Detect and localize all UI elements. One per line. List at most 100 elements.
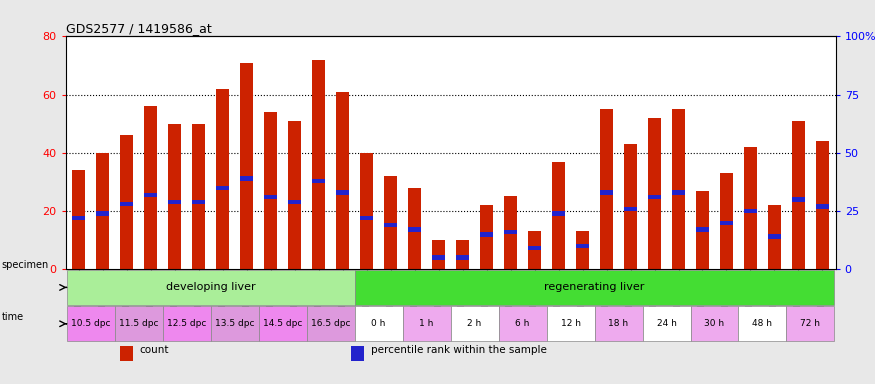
Bar bbox=[240, 63, 254, 269]
Bar bbox=[738, 306, 787, 341]
Text: GDS2577 / 1419586_at: GDS2577 / 1419586_at bbox=[66, 22, 212, 35]
Bar bbox=[792, 121, 805, 269]
Bar bbox=[432, 255, 445, 260]
Bar bbox=[384, 176, 397, 269]
Bar bbox=[768, 235, 781, 239]
Bar bbox=[744, 209, 757, 213]
Bar bbox=[336, 190, 349, 195]
Bar bbox=[744, 147, 757, 269]
Bar bbox=[264, 195, 277, 199]
Bar bbox=[594, 306, 642, 341]
Bar bbox=[115, 306, 163, 341]
Bar bbox=[73, 216, 86, 220]
Bar bbox=[600, 190, 613, 195]
Text: 11.5 dpc: 11.5 dpc bbox=[119, 319, 158, 328]
Bar bbox=[144, 192, 158, 197]
Text: 6 h: 6 h bbox=[515, 319, 529, 328]
Bar bbox=[696, 227, 709, 232]
Bar bbox=[354, 306, 402, 341]
Bar bbox=[648, 118, 662, 269]
Bar bbox=[624, 207, 637, 211]
Text: 1 h: 1 h bbox=[419, 319, 434, 328]
Bar bbox=[354, 270, 835, 305]
Text: 16.5 dpc: 16.5 dpc bbox=[311, 319, 350, 328]
Bar bbox=[360, 153, 374, 269]
Text: time: time bbox=[2, 312, 24, 322]
Bar bbox=[211, 306, 259, 341]
Text: regenerating liver: regenerating liver bbox=[544, 282, 645, 293]
Text: specimen: specimen bbox=[2, 260, 49, 270]
Bar bbox=[216, 89, 229, 269]
Bar bbox=[336, 92, 349, 269]
Bar bbox=[456, 255, 469, 260]
Bar bbox=[432, 240, 445, 269]
Bar bbox=[499, 306, 547, 341]
Bar bbox=[259, 306, 307, 341]
Bar bbox=[480, 205, 494, 269]
Bar bbox=[504, 230, 517, 234]
Bar bbox=[192, 200, 206, 204]
Bar bbox=[816, 204, 829, 209]
Bar bbox=[408, 227, 421, 232]
Bar bbox=[672, 109, 685, 269]
Text: 0 h: 0 h bbox=[372, 319, 386, 328]
Bar bbox=[120, 346, 133, 361]
Bar bbox=[351, 346, 364, 361]
Text: 48 h: 48 h bbox=[752, 319, 773, 328]
Bar bbox=[504, 197, 517, 269]
Bar bbox=[360, 216, 374, 220]
Bar bbox=[264, 112, 277, 269]
Text: 2 h: 2 h bbox=[467, 319, 482, 328]
Bar bbox=[96, 153, 109, 269]
Bar bbox=[73, 170, 86, 269]
Bar bbox=[192, 124, 206, 269]
Bar bbox=[307, 306, 354, 341]
Text: 30 h: 30 h bbox=[704, 319, 724, 328]
Bar bbox=[528, 232, 541, 269]
Bar bbox=[66, 306, 115, 341]
Bar bbox=[168, 124, 181, 269]
Bar bbox=[576, 232, 589, 269]
Bar bbox=[720, 173, 733, 269]
Bar bbox=[451, 306, 499, 341]
Text: 12.5 dpc: 12.5 dpc bbox=[167, 319, 206, 328]
Bar bbox=[768, 205, 781, 269]
Bar bbox=[720, 220, 733, 225]
Bar bbox=[240, 176, 254, 180]
Text: 10.5 dpc: 10.5 dpc bbox=[71, 319, 110, 328]
Bar bbox=[600, 109, 613, 269]
Bar bbox=[696, 191, 709, 269]
Bar bbox=[547, 306, 594, 341]
Bar bbox=[576, 244, 589, 248]
Text: 72 h: 72 h bbox=[801, 319, 821, 328]
Text: 18 h: 18 h bbox=[608, 319, 628, 328]
Bar bbox=[402, 306, 451, 341]
Bar bbox=[672, 190, 685, 195]
Bar bbox=[690, 306, 738, 341]
Bar bbox=[168, 200, 181, 204]
Bar bbox=[288, 121, 301, 269]
Text: 14.5 dpc: 14.5 dpc bbox=[263, 319, 303, 328]
Bar bbox=[480, 232, 494, 237]
Bar bbox=[624, 144, 637, 269]
Bar bbox=[528, 246, 541, 250]
Bar bbox=[120, 136, 133, 269]
Bar bbox=[552, 211, 565, 215]
Bar bbox=[456, 240, 469, 269]
Bar bbox=[792, 197, 805, 202]
Text: 12 h: 12 h bbox=[561, 319, 581, 328]
Bar bbox=[288, 200, 301, 204]
Text: 13.5 dpc: 13.5 dpc bbox=[215, 319, 255, 328]
Bar bbox=[144, 106, 158, 269]
Bar bbox=[96, 211, 109, 215]
Bar bbox=[408, 188, 421, 269]
Bar bbox=[120, 202, 133, 206]
Bar bbox=[816, 141, 829, 269]
Text: developing liver: developing liver bbox=[166, 282, 256, 293]
Bar bbox=[384, 223, 397, 227]
Bar bbox=[163, 306, 211, 341]
Bar bbox=[216, 185, 229, 190]
Bar bbox=[648, 195, 662, 199]
Text: 24 h: 24 h bbox=[656, 319, 676, 328]
Bar bbox=[66, 270, 354, 305]
